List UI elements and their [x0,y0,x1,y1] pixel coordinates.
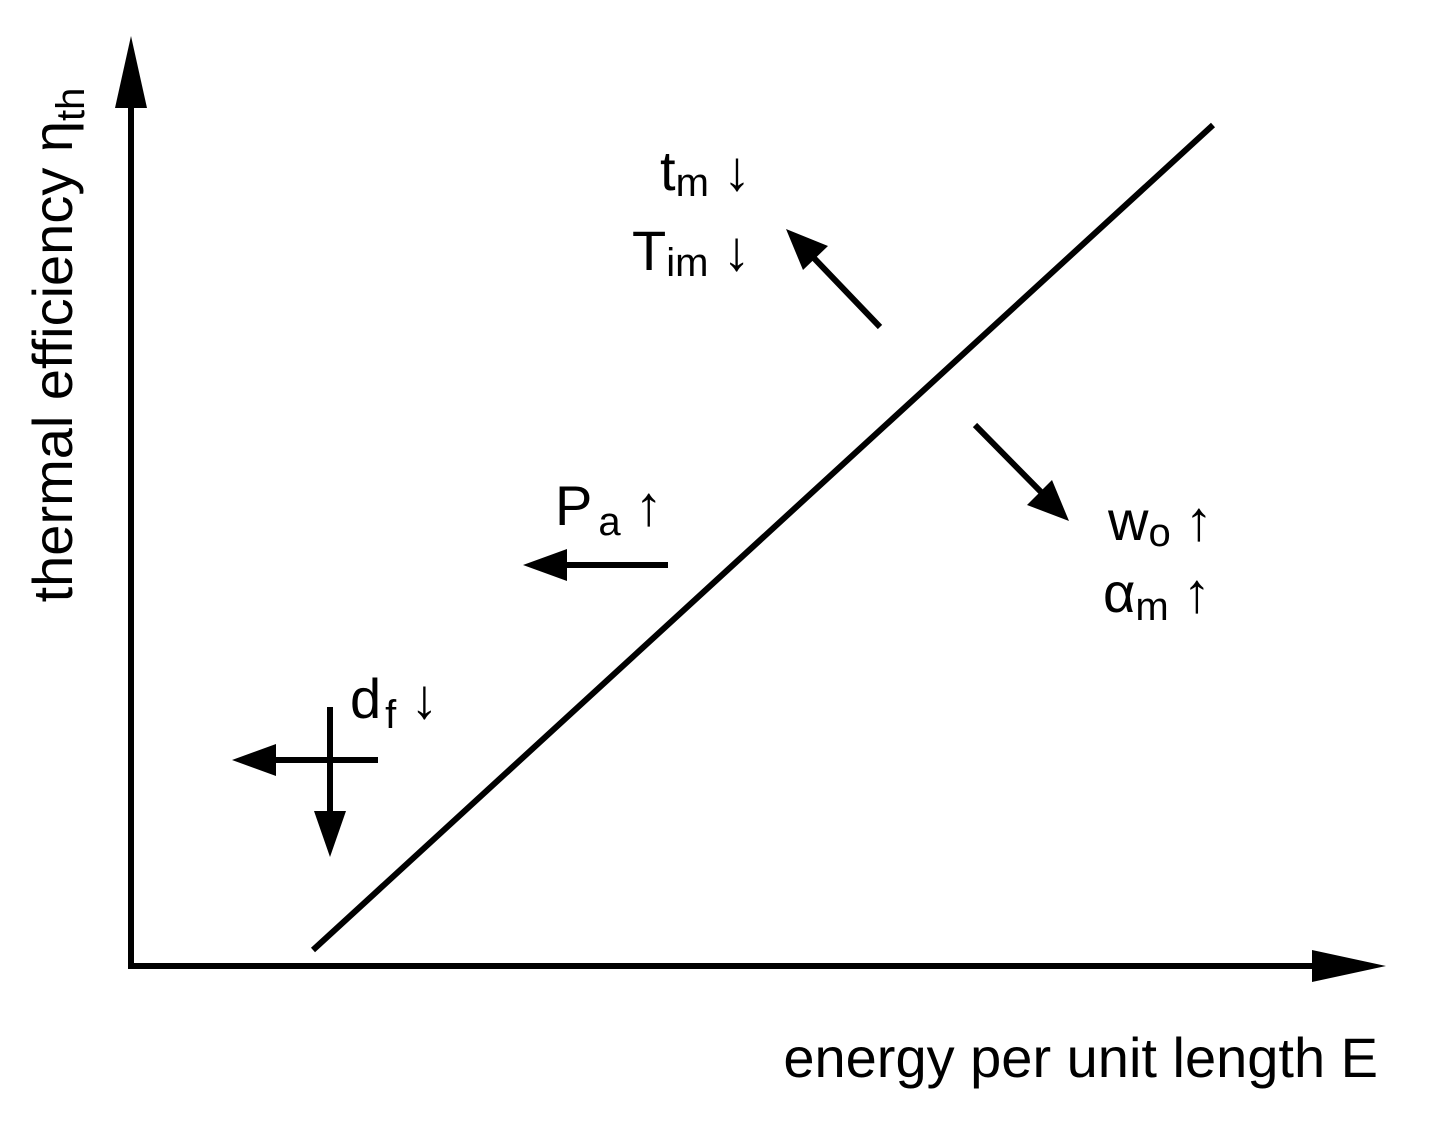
subscript: m [1135,585,1168,629]
trend-line [310,122,1216,953]
x-axis-label: energy per unit length E [783,1026,1378,1089]
symbol: P [555,474,592,537]
arrow [972,422,1046,497]
arrowhead [232,744,276,776]
symbol: T [632,219,666,282]
arrowhead [786,229,828,270]
annotation: wo ↑ [1107,489,1213,555]
trend-arrow: ↓ [722,219,750,282]
subscript: f [385,693,397,737]
annotation: tm ↓ [660,139,751,205]
subscript: im [666,241,708,285]
label-text: thermal efficiency η [21,121,84,602]
annotation: αm ↑ [1103,561,1211,629]
arrowhead [314,811,346,857]
symbol: t [660,139,676,202]
trend-arrow: ↓ [723,139,751,202]
symbol: α [1103,561,1135,624]
arrowhead [523,549,567,581]
subscript: m [676,161,709,205]
arrowhead [1027,480,1069,521]
symbol: w [1107,489,1149,552]
subscript: th [49,88,93,121]
arrow [809,253,883,330]
annotation: d f ↓ [350,667,438,737]
annotation: Tim ↓ [632,219,750,285]
trend-arrow: ↑ [1185,489,1213,552]
subscript: o [1148,511,1170,555]
symbol: d [350,667,381,730]
trend-arrow: ↓ [410,667,438,730]
y-axis-label: thermal efficiency ηth [21,88,93,603]
subscript: a [598,500,621,544]
trend-arrow: ↑ [635,474,663,537]
x-axis-arrowhead [1312,950,1386,982]
y-axis-arrowhead [115,36,147,108]
trend-arrow: ↑ [1183,561,1211,624]
